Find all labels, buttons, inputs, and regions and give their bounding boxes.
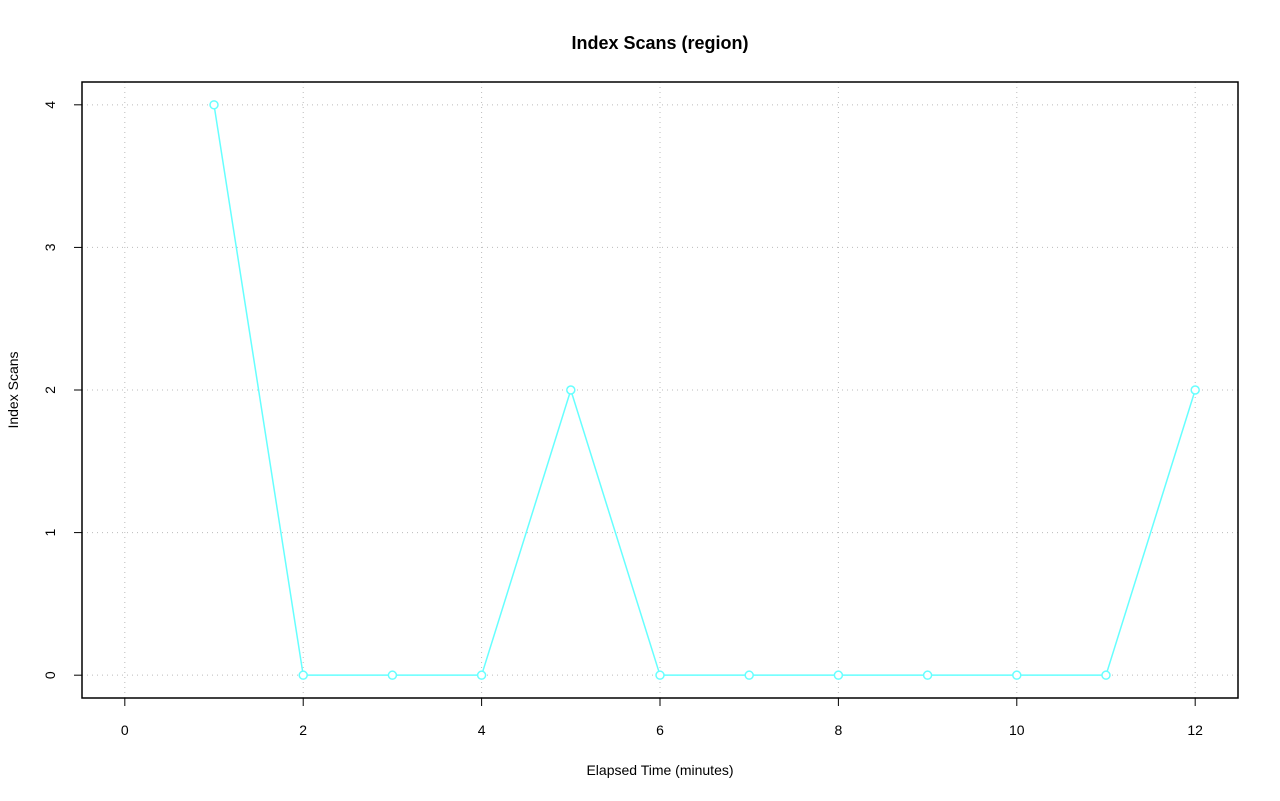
series-point: [1101, 670, 1111, 680]
series-line: [213, 104, 1196, 676]
y-tick-label: 4: [42, 101, 58, 109]
x-tick-label: 4: [478, 722, 486, 738]
x-tick-label: 0: [121, 722, 129, 738]
y-tick-label: 0: [42, 671, 58, 679]
series-point: [744, 670, 754, 680]
series-point: [655, 670, 665, 680]
series-point: [1012, 670, 1022, 680]
series-point: [298, 670, 308, 680]
series-point: [566, 385, 576, 395]
x-tick-label: 12: [1187, 722, 1203, 738]
series-point: [387, 670, 398, 680]
plot-frame: [81, 81, 1239, 699]
y-tick-label: 2: [42, 386, 58, 394]
y-tick-label: 3: [42, 243, 58, 251]
x-tick-label: 10: [1009, 722, 1025, 738]
series-point: [476, 670, 487, 680]
series-point: [833, 670, 844, 680]
y-tick-label: 1: [42, 528, 58, 536]
x-axis-label: Elapsed Time (minutes): [586, 762, 733, 778]
x-tick-label: 8: [834, 722, 842, 738]
series-point: [922, 670, 933, 680]
x-tick-label: 6: [656, 722, 664, 738]
series-point: [1190, 385, 1200, 395]
chart-title: Index Scans (region): [571, 33, 748, 53]
y-axis-label: Index Scans: [5, 351, 21, 428]
x-tick-label: 2: [299, 722, 307, 738]
series-point: [209, 100, 219, 110]
